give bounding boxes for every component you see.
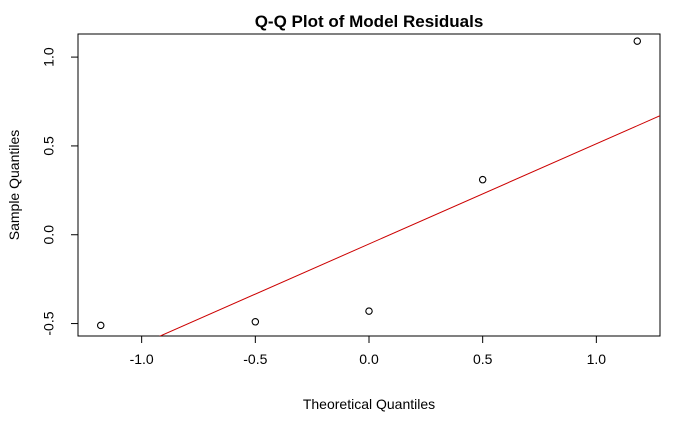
y-axis-label: Sample Quantiles	[6, 130, 22, 241]
y-tick-label: 0.5	[41, 136, 57, 156]
y-tick-label: 0.0	[41, 225, 57, 245]
x-tick-label: -0.5	[243, 351, 267, 367]
plot-area	[96, 37, 660, 336]
x-axis-label: Theoretical Quantiles	[303, 396, 435, 412]
x-axis: -1.0 -0.5 0.0 0.5 1.0	[130, 335, 607, 367]
y-tick-label: -0.5	[41, 311, 57, 335]
data-point	[96, 321, 105, 330]
qq-reference-line	[158, 115, 660, 336]
x-tick-label: 1.0	[587, 351, 607, 367]
x-tick-label: 0.0	[359, 351, 379, 367]
data-point	[365, 307, 373, 315]
y-tick-label: 1.0	[41, 47, 57, 67]
data-point	[633, 37, 642, 45]
data-point	[478, 175, 487, 184]
x-tick-label: 0.5	[473, 351, 493, 367]
data-point	[251, 318, 260, 326]
chart-title: Q-Q Plot of Model Residuals	[255, 12, 484, 31]
plot-frame	[77, 33, 661, 337]
x-tick-label: -1.0	[130, 351, 154, 367]
y-axis: -0.5 0.0 0.5 1.0	[41, 47, 79, 336]
